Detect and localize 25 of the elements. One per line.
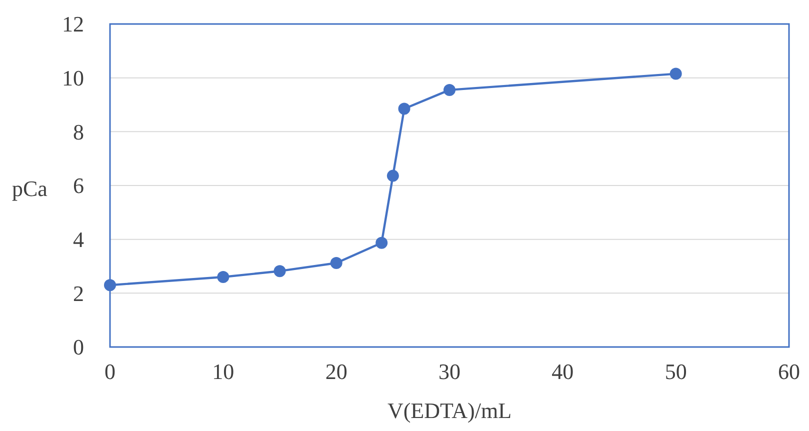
point (398, 102, 410, 115)
point (376, 236, 388, 249)
y-axis-title: pCa (12, 176, 48, 202)
y-tick-label: 0 (73, 334, 84, 360)
point (670, 68, 682, 80)
point (274, 265, 286, 278)
x-axis-title: V(EDTA)/mL (387, 398, 512, 423)
x-tick-label: 40 (552, 359, 574, 384)
x-tick-label: 50 (664, 359, 687, 384)
point (444, 84, 456, 96)
x-tick-label: 20 (325, 359, 348, 384)
x-tick-label: 10 (212, 359, 234, 384)
x-tick-label: 30 (438, 359, 460, 384)
y-tick-label: 10 (62, 66, 84, 91)
x-tick-label: 0 (104, 359, 116, 384)
point (104, 279, 116, 292)
y-tick-label: 6 (73, 173, 84, 198)
y-tick-label: 12 (62, 12, 84, 37)
y-tick-label: 8 (73, 119, 84, 144)
point (217, 271, 230, 284)
y-tick-label: 2 (73, 280, 84, 306)
y-tick-label: 4 (73, 227, 84, 252)
x-tick-label: 60 (778, 359, 800, 384)
point (386, 170, 399, 182)
point (330, 257, 342, 270)
